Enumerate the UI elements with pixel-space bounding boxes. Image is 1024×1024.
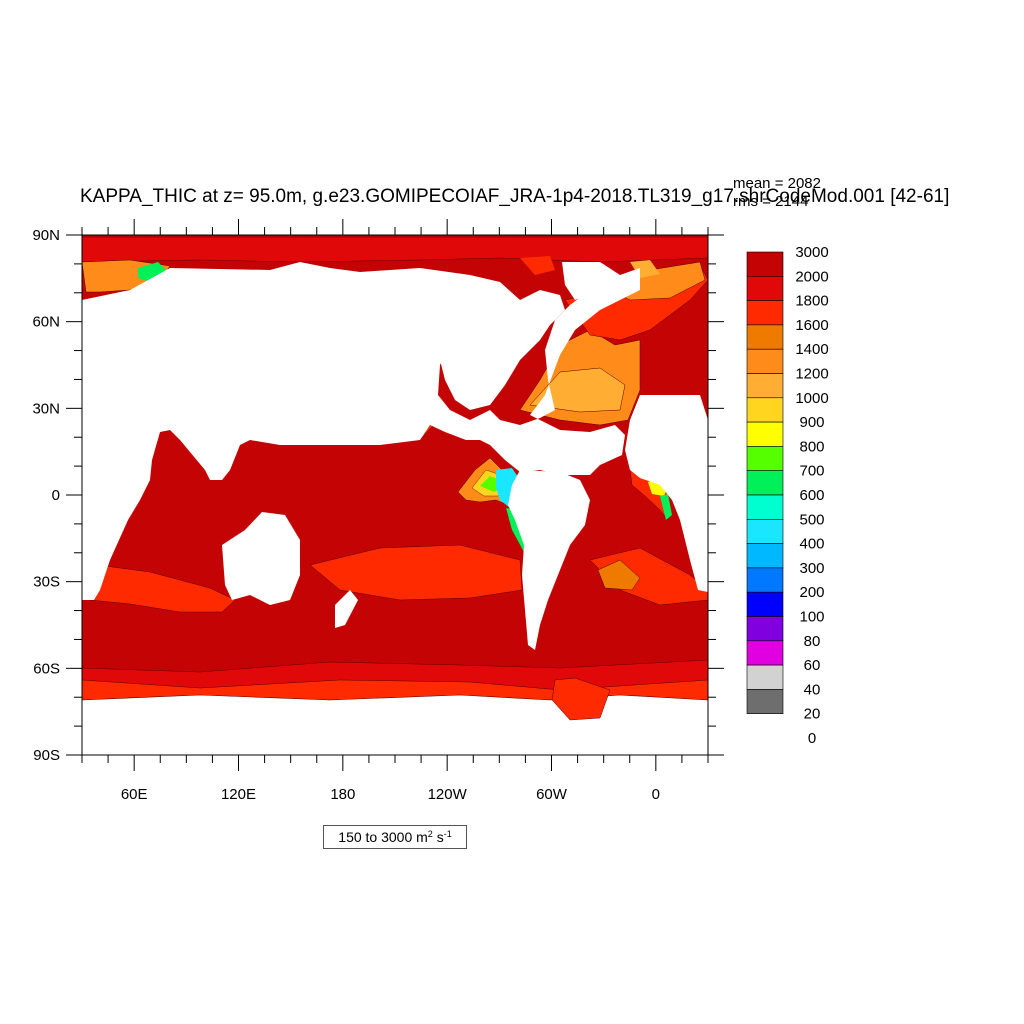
land-south-america [508,470,590,650]
map-field [82,235,708,755]
colorbar-level-label: 60 [804,657,821,674]
colorbar-level-label: 1000 [795,390,828,407]
colorbar-swatch [746,664,784,690]
lat-tick-label: 30N [32,400,60,417]
colorbar-swatch [746,518,784,544]
colorbar-level-label: 900 [799,414,824,431]
lon-tick-label: 60W [536,786,568,803]
land-antarctica [82,695,708,755]
colorbar-swatch [746,446,784,471]
minor-tick-group [74,227,716,763]
plot-title: KAPPA_THIC at z= 95.0m, g.e23.GOMIPECOIA… [80,186,950,207]
colorbar-swatch [746,251,784,277]
contour-region [660,494,672,520]
colorbar-swatch [746,494,784,520]
colorbar-level-label: 1800 [795,293,828,310]
rms-stat: rms = 2144 [733,193,809,210]
colorbar-level-label: 300 [799,560,824,577]
range-sup-2: -1 [443,829,452,839]
range-text: 150 to 3000 m [338,829,428,845]
land-australia [222,512,300,605]
colorbar-swatch [746,616,784,642]
colorbar-swatch [746,567,784,593]
colorbar-swatch [746,397,784,423]
colorbar-swatch [746,275,784,301]
lon-tick-group: 60E 120E 180 120W 60W 0 [121,219,660,803]
colorbar-level-label: 600 [799,487,824,504]
lat-tick-label: 90N [32,227,60,244]
lat-tick-label: 30S [33,574,60,591]
colorbar-level-label: 1400 [795,341,828,358]
colorbar-swatch [746,421,784,447]
lon-tick-label: 60E [121,786,148,803]
colorbar-swatch [746,324,784,350]
colorbar-level-label: 500 [799,511,824,528]
colorbar-swatch [746,640,784,666]
colorbar-swatch [746,689,784,715]
colorbar-level-label: 1600 [795,317,828,334]
colorbar-level-label: 400 [799,536,824,553]
lon-tick-label: 120W [428,786,468,803]
colorbar-labels: 3000200018001600140012001000900800700600… [795,244,828,747]
lat-tick-label: 0 [52,487,60,504]
colorbar-swatch [746,300,784,326]
coastline [82,694,708,701]
range-sup-1: 2 [427,829,433,839]
colorbar-swatch [746,470,784,496]
colorbar-level-label: 2000 [795,268,828,285]
lat-tick-label: 60N [32,314,60,331]
lat-tick-group: 90N 60N 30N 0 30S 60S 90S [32,227,724,764]
colorbar-level-label: 40 [804,681,821,698]
contour-region [506,508,528,552]
contour-region [597,559,641,591]
colorbar-level-label: 20 [804,706,821,723]
mean-stat: mean = 2082 [733,175,821,192]
colorbar-swatch [746,543,784,569]
colorbar-swatch [746,348,784,374]
colorbar-swatch [746,591,784,617]
colorbar-level-label: 800 [799,438,824,455]
range-label: 150 to 3000 m2 s-1 [323,825,467,849]
colorbar-swatch [746,373,784,399]
land-new-zealand [335,590,358,628]
colorbar-level-label: 700 [799,463,824,480]
lat-tick-label: 60S [33,660,60,677]
colorbar-level-label: 80 [804,633,821,650]
colorbar-level-label: 100 [799,609,824,626]
contour-region [82,236,708,263]
colorbar-level-label: 200 [799,584,824,601]
land-greenland [562,262,620,300]
colorbar-level-label: 1200 [795,366,828,383]
lon-tick-label: 120E [221,786,256,803]
colorbar [746,251,784,715]
contour-region [138,262,166,282]
contour-region [529,367,626,413]
lon-tick-label: 180 [330,786,355,803]
land-africa [625,395,708,592]
range-mid: s [432,829,444,845]
colorbar-level-label: 0 [808,730,816,747]
contour-region [520,256,555,275]
lat-tick-label: 90S [33,747,60,764]
lon-tick-label: 0 [652,786,660,803]
contour-region [309,544,523,601]
colorbar-level-label: 3000 [795,244,828,261]
contour-region [551,677,611,721]
land-north-america [440,290,565,410]
land-eurasia-america [82,262,640,600]
